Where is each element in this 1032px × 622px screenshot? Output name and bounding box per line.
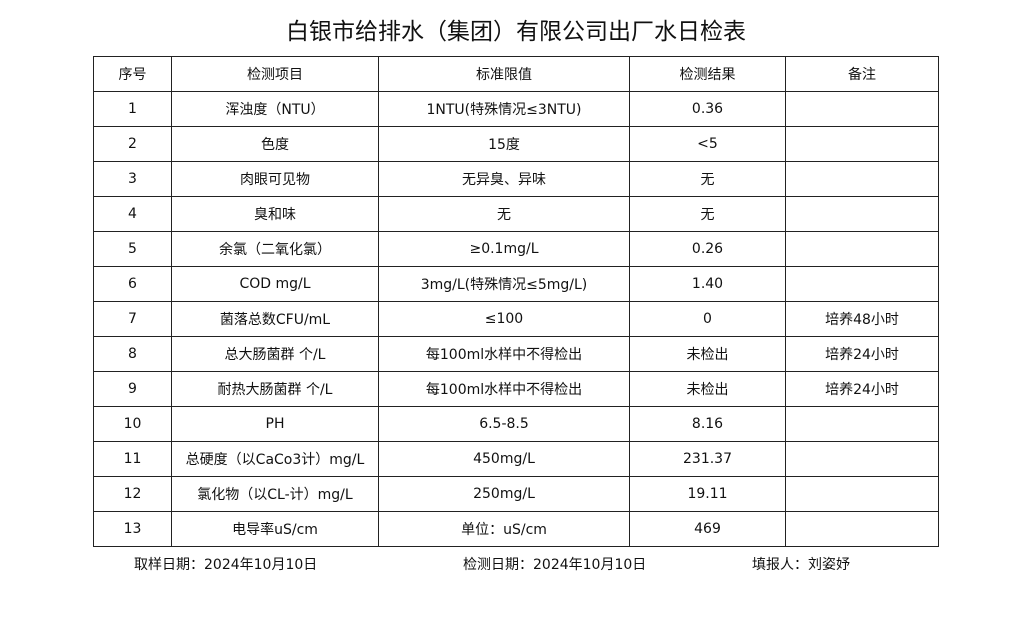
cell: 浑浊度（NTU） bbox=[171, 91, 379, 127]
cell bbox=[785, 126, 939, 162]
cell: 每100ml水样中不得检出 bbox=[378, 336, 630, 372]
cell: 备注 bbox=[785, 56, 939, 92]
table-row: 11 总硬度（以CaCo3计）mg/L 450mg/L 231.37 bbox=[93, 441, 939, 477]
cell: 10 bbox=[93, 406, 172, 442]
filler: 填报人：刘姿妤 bbox=[752, 557, 850, 573]
cell: 总硬度（以CaCo3计）mg/L bbox=[171, 441, 379, 477]
cell: 培养24小时 bbox=[785, 336, 939, 372]
cell: 每100ml水样中不得检出 bbox=[378, 371, 630, 407]
cell: 臭和味 bbox=[171, 196, 379, 232]
cell: 标准限值 bbox=[378, 56, 630, 92]
cell: 培养48小时 bbox=[785, 301, 939, 337]
cell: 3 bbox=[93, 161, 172, 197]
cell: 无异臭、异味 bbox=[378, 161, 630, 197]
cell: 无 bbox=[629, 161, 786, 197]
cell bbox=[785, 91, 939, 127]
cell bbox=[785, 476, 939, 512]
cell: 1NTU(特殊情况≤3NTU) bbox=[378, 91, 630, 127]
cell: 7 bbox=[93, 301, 172, 337]
inspection-table: 序号 检测项目 标准限值 检测结果 备注 1 浑浊度（NTU） 1NTU(特殊情况≤3NTU)… bbox=[93, 56, 939, 547]
cell: 250mg/L bbox=[378, 476, 630, 512]
table-row: 9 耐热大肠菌群 个/L 每100ml水样中不得检出 未检出 培养24小时 bbox=[93, 371, 939, 407]
cell: 15度 bbox=[378, 126, 630, 162]
cell: 色度 bbox=[171, 126, 379, 162]
cell: 0.36 bbox=[629, 91, 786, 127]
cell: 6.5-8.5 bbox=[378, 406, 630, 442]
cell: 2 bbox=[93, 126, 172, 162]
cell: 耐热大肠菌群 个/L bbox=[171, 371, 379, 407]
cell: 单位：uS/cm bbox=[378, 511, 630, 547]
cell: 11 bbox=[93, 441, 172, 477]
cell bbox=[785, 406, 939, 442]
cell: 231.37 bbox=[629, 441, 786, 477]
page-title: 白银市给排水（集团）有限公司出厂水日检表 bbox=[286, 19, 746, 45]
table-row: 8 总大肠菌群 个/L 每100ml水样中不得检出 未检出 培养24小时 bbox=[93, 336, 939, 372]
cell: 3mg/L(特殊情况≤5mg/L) bbox=[378, 266, 630, 302]
cell: 8 bbox=[93, 336, 172, 372]
cell: 0 bbox=[629, 301, 786, 337]
cell: 检测项目 bbox=[171, 56, 379, 92]
cell: <5 bbox=[629, 126, 786, 162]
cell: ≥0.1mg/L bbox=[378, 231, 630, 267]
cell: 8.16 bbox=[629, 406, 786, 442]
table-row: 13 电导率uS/cm 单位：uS/cm 469 bbox=[93, 511, 939, 547]
cell: 13 bbox=[93, 511, 172, 547]
cell: 469 bbox=[629, 511, 786, 547]
cell: 序号 bbox=[93, 56, 172, 92]
sample-date: 取样日期：2024年10月10日 bbox=[134, 557, 318, 573]
cell: 无 bbox=[629, 196, 786, 232]
cell: COD mg/L bbox=[171, 266, 379, 302]
test-date: 检测日期：2024年10月10日 bbox=[463, 557, 647, 573]
cell: 余氯（二氧化氯） bbox=[171, 231, 379, 267]
table-row: 10 PH 6.5-8.5 8.16 bbox=[93, 406, 939, 442]
cell bbox=[785, 231, 939, 267]
cell: 19.11 bbox=[629, 476, 786, 512]
table-row: 1 浑浊度（NTU） 1NTU(特殊情况≤3NTU) 0.36 bbox=[93, 91, 939, 127]
cell: 1.40 bbox=[629, 266, 786, 302]
cell bbox=[785, 511, 939, 547]
table-row: 4 臭和味无无 bbox=[93, 196, 939, 232]
table-row: 3 肉眼可见物 无异臭、异味无 bbox=[93, 161, 939, 197]
cell bbox=[785, 161, 939, 197]
cell: 未检出 bbox=[629, 371, 786, 407]
cell: 1 bbox=[93, 91, 172, 127]
cell: 氯化物（以CL-计）mg/L bbox=[171, 476, 379, 512]
header-row: 序号 检测项目 标准限值 检测结果 备注 bbox=[93, 56, 939, 92]
table-row: 12 氯化物（以CL-计）mg/L 250mg/L 19.11 bbox=[93, 476, 939, 512]
cell: 肉眼可见物 bbox=[171, 161, 379, 197]
cell: 培养24小时 bbox=[785, 371, 939, 407]
cell bbox=[785, 196, 939, 232]
cell: 0.26 bbox=[629, 231, 786, 267]
cell: 总大肠菌群 个/L bbox=[171, 336, 379, 372]
cell: ≤100 bbox=[378, 301, 630, 337]
table-row: 7 菌落总数CFU/mL ≤100 0 培养48小时 bbox=[93, 301, 939, 337]
cell: 菌落总数CFU/mL bbox=[171, 301, 379, 337]
cell: 6 bbox=[93, 266, 172, 302]
table-row: 5 余氯（二氧化氯） ≥0.1mg/L 0.26 bbox=[93, 231, 939, 267]
cell bbox=[785, 266, 939, 302]
cell bbox=[785, 441, 939, 477]
cell: 9 bbox=[93, 371, 172, 407]
cell: 12 bbox=[93, 476, 172, 512]
cell: 4 bbox=[93, 196, 172, 232]
cell: 电导率uS/cm bbox=[171, 511, 379, 547]
table-row: 6 COD mg/L 3mg/L(特殊情况≤5mg/L) 1.40 bbox=[93, 266, 939, 302]
table-row: 2 色度 15度 <5 bbox=[93, 126, 939, 162]
cell: PH bbox=[171, 406, 379, 442]
cell: 未检出 bbox=[629, 336, 786, 372]
cell: 无 bbox=[378, 196, 630, 232]
cell: 450mg/L bbox=[378, 441, 630, 477]
cell: 检测结果 bbox=[629, 56, 786, 92]
cell: 5 bbox=[93, 231, 172, 267]
